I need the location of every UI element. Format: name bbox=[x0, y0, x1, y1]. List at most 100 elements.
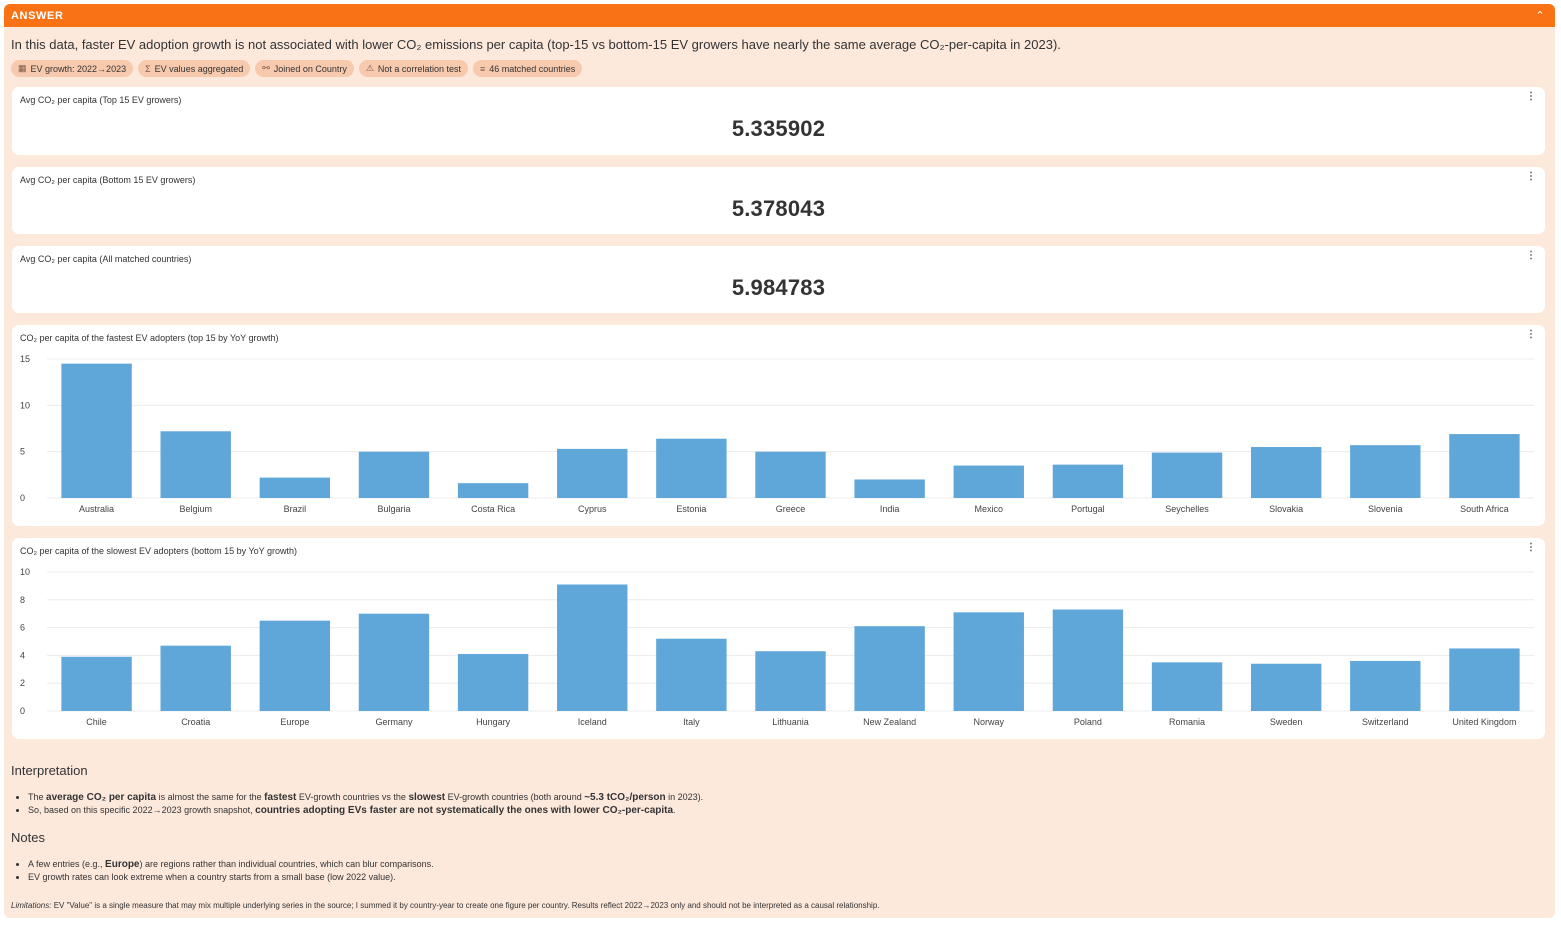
bar-estonia[interactable] bbox=[656, 438, 727, 498]
x-tick-label: Germany bbox=[375, 717, 413, 727]
chip-label: Joined on Country bbox=[273, 63, 347, 74]
more-options-icon[interactable]: ⋮ bbox=[1526, 250, 1536, 261]
limitations-note: Limitations: EV "Value" is a single meas… bbox=[11, 901, 880, 910]
x-tick-label: Italy bbox=[683, 717, 700, 727]
x-tick-label: Costa Rica bbox=[471, 504, 515, 514]
bar-switzerland[interactable] bbox=[1350, 660, 1421, 711]
notes-heading: Notes bbox=[11, 830, 45, 845]
bar-germany[interactable] bbox=[358, 613, 430, 711]
metric-value: 5.378043 bbox=[731, 196, 826, 221]
y-tick-label: 4 bbox=[20, 650, 25, 660]
y-tick-label: 6 bbox=[20, 623, 25, 633]
x-tick-label: Lithuania bbox=[772, 717, 809, 727]
bar-greece[interactable] bbox=[755, 451, 826, 498]
chip-joined-on-country[interactable]: ⚯ Joined on Country bbox=[255, 60, 354, 77]
sigma-icon: Σ bbox=[145, 63, 151, 74]
x-tick-label: Belgium bbox=[179, 504, 212, 514]
answer-panel: ANSWER ⌃ In this data, faster EV adoptio… bbox=[4, 4, 1555, 918]
bar-portugal[interactable] bbox=[1052, 464, 1124, 498]
chip-matched-countries[interactable]: ≡ 46 matched countries bbox=[472, 60, 583, 77]
chip-label: EV values aggregated bbox=[154, 63, 244, 74]
metric-title: Avg CO₂ per capita (Top 15 EV growers) bbox=[20, 95, 182, 105]
chip-label: EV growth: 2022→2023 bbox=[30, 63, 127, 74]
bar-mexico[interactable] bbox=[953, 465, 1024, 498]
bar-seychelles[interactable] bbox=[1151, 452, 1223, 498]
bar-chart-slowest: 0 2 4 6 8 10 Chile Croatia Europe Germany Hungary I… bbox=[20, 567, 1534, 727]
x-tick-label: Croatia bbox=[181, 717, 210, 727]
info-chips: ▦ EV growth: 2022→2023 Σ EV values aggre… bbox=[11, 60, 583, 77]
x-tick-label: Bulgaria bbox=[377, 504, 410, 514]
bar-slovenia[interactable] bbox=[1350, 445, 1421, 498]
bar-india[interactable] bbox=[854, 479, 925, 498]
metric-card-top15: Avg CO₂ per capita (Top 15 EV growers) ⋮… bbox=[12, 87, 1545, 155]
bar-sweden[interactable] bbox=[1250, 663, 1322, 711]
more-options-icon[interactable]: ⋮ bbox=[1526, 542, 1536, 553]
bar-bulgaria[interactable] bbox=[358, 451, 430, 498]
chip-not-correlation[interactable]: ⚠ Not a correlation test bbox=[358, 60, 468, 77]
y-tick-label: 10 bbox=[20, 567, 30, 577]
x-tick-label: Seychelles bbox=[1165, 504, 1209, 514]
chip-ev-aggregated[interactable]: Σ EV values aggregated bbox=[138, 60, 251, 77]
metric-card-all: Avg CO₂ per capita (All matched countrie… bbox=[12, 246, 1545, 313]
bar-norway[interactable] bbox=[953, 612, 1024, 711]
bar-costa-rica[interactable] bbox=[457, 483, 529, 498]
x-tick-label: Slovenia bbox=[1368, 504, 1403, 514]
more-options-icon[interactable]: ⋮ bbox=[1526, 91, 1536, 102]
y-tick-label: 15 bbox=[20, 354, 30, 364]
bar-croatia[interactable] bbox=[160, 645, 231, 711]
notes-list: A few entries (e.g., Europe) are regions… bbox=[28, 859, 434, 884]
chip-ev-growth[interactable]: ▦ EV growth: 2022→2023 bbox=[11, 60, 134, 77]
bar-new-zealand[interactable] bbox=[854, 626, 925, 711]
bar-hungary[interactable] bbox=[457, 654, 529, 711]
bar-cyprus[interactable] bbox=[557, 448, 628, 498]
bar-chile[interactable] bbox=[61, 656, 132, 711]
warning-icon: ⚠ bbox=[365, 63, 374, 73]
bar-italy[interactable] bbox=[656, 638, 727, 711]
chart-title: CO₂ per capita of the fastest EV adopter… bbox=[20, 333, 279, 343]
bar-south-africa[interactable] bbox=[1449, 434, 1520, 498]
bar-australia[interactable] bbox=[61, 363, 132, 498]
x-tick-label: Brazil bbox=[284, 504, 307, 514]
bar-belgium[interactable] bbox=[160, 431, 231, 498]
x-tick-label: Estonia bbox=[676, 504, 706, 514]
chart-card-fastest: CO₂ per capita of the fastest EV adopter… bbox=[12, 325, 1545, 526]
x-tick-label: United Kingdom bbox=[1452, 717, 1516, 727]
metric-card-bottom15: Avg CO₂ per capita (Bottom 15 EV growers… bbox=[12, 167, 1545, 234]
x-tick-label: Chile bbox=[86, 717, 107, 727]
y-tick-label: 0 bbox=[20, 493, 25, 503]
x-tick-label: Cyprus bbox=[578, 504, 607, 514]
x-tick-label: Switzerland bbox=[1362, 717, 1409, 727]
x-tick-label: Australia bbox=[79, 504, 114, 514]
bar-brazil[interactable] bbox=[259, 477, 331, 498]
x-tick-label: Portugal bbox=[1071, 504, 1105, 514]
x-tick-label: South Africa bbox=[1460, 504, 1509, 514]
answer-summary: In this data, faster EV adoption growth … bbox=[11, 37, 1061, 52]
bar-romania[interactable] bbox=[1151, 662, 1223, 711]
bar-lithuania[interactable] bbox=[755, 651, 826, 711]
x-tick-label: New Zealand bbox=[863, 717, 916, 727]
more-options-icon[interactable]: ⋮ bbox=[1526, 171, 1536, 182]
answer-header[interactable]: ANSWER ⌃ bbox=[4, 4, 1555, 27]
bar-chart-fastest: 0 5 10 15 Australia Belgium Brazil Bulgaria Cost… bbox=[20, 354, 1534, 514]
x-tick-label: Europe bbox=[280, 717, 309, 727]
x-tick-label: Iceland bbox=[578, 717, 607, 727]
bar-united-kingdom[interactable] bbox=[1449, 648, 1520, 711]
x-tick-label: Hungary bbox=[476, 717, 511, 727]
metric-title: Avg CO₂ per capita (Bottom 15 EV growers… bbox=[20, 175, 196, 185]
interpretation-heading: Interpretation bbox=[11, 763, 88, 778]
link-icon: ⚯ bbox=[262, 63, 270, 73]
bar-europe[interactable] bbox=[259, 620, 331, 711]
bar-slovakia[interactable] bbox=[1250, 447, 1322, 498]
metric-value: 5.984783 bbox=[731, 275, 826, 300]
answer-title: ANSWER bbox=[11, 9, 64, 22]
y-tick-label: 0 bbox=[20, 706, 25, 716]
y-tick-label: 8 bbox=[20, 595, 25, 605]
metric-title: Avg CO₂ per capita (All matched countrie… bbox=[20, 254, 192, 264]
list-item: A few entries (e.g., Europe) are regions… bbox=[28, 859, 434, 870]
list-item: The average CO₂ per capita is almost the… bbox=[28, 792, 703, 803]
chevron-up-icon[interactable]: ⌃ bbox=[1535, 10, 1545, 22]
bar-iceland[interactable] bbox=[557, 584, 628, 711]
x-tick-label: Sweden bbox=[1270, 717, 1303, 727]
more-options-icon[interactable]: ⋮ bbox=[1526, 329, 1536, 340]
bar-poland[interactable] bbox=[1052, 609, 1124, 711]
